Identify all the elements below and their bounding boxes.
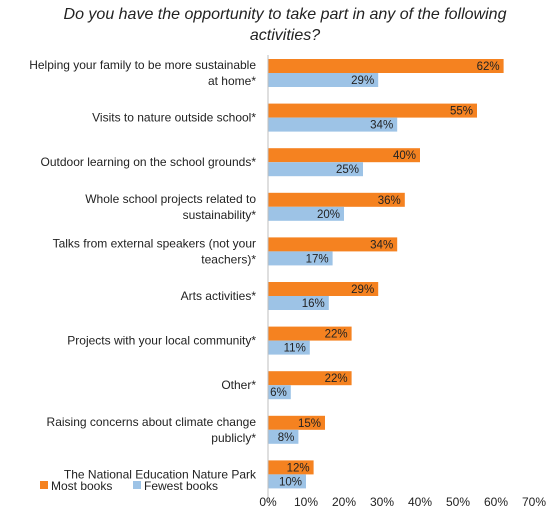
category-label-9-line-1: Raising concerns about climate change: [47, 415, 257, 429]
bar-most-books-5: [268, 237, 398, 252]
category-label-6: Arts activities*: [181, 289, 257, 303]
x-tick-label-20: 20%: [332, 495, 356, 509]
category-label-10: The National Education Nature Park: [64, 467, 257, 481]
x-tick-label-60: 60%: [484, 495, 508, 509]
data-label-most-books-7: 22%: [325, 329, 348, 341]
bar-most-books-10: [268, 460, 314, 475]
x-tick-label-50: 50%: [446, 495, 470, 509]
category-label-3: Outdoor learning on the school grounds*: [41, 155, 257, 169]
category-label-4-line-1: Whole school projects related to: [85, 192, 256, 206]
category-label-7: Projects with your local community*: [67, 334, 256, 348]
data-label-fewest-books-3: 25%: [336, 164, 359, 176]
bar-most-books-8: [268, 371, 352, 386]
bar-most-books-9: [268, 415, 325, 430]
legend-label-most-books: Most books: [51, 479, 112, 493]
category-label-1-line-1: Helping your family to be more sustainab…: [29, 58, 256, 72]
data-label-most-books-10: 12%: [287, 462, 310, 474]
data-label-fewest-books-6: 16%: [302, 298, 325, 310]
data-label-most-books-2: 55%: [450, 106, 473, 118]
data-label-fewest-books-5: 17%: [306, 253, 329, 265]
bar-most-books-4: [268, 192, 405, 207]
data-label-fewest-books-9: 8%: [278, 432, 295, 444]
bar-most-books-3: [268, 148, 420, 163]
bar-fewest-books-9: [268, 429, 299, 444]
legend-label-fewest-books: Fewest books: [144, 479, 218, 493]
legend-swatch-fewest-books: [133, 481, 141, 489]
data-label-most-books-1: 62%: [477, 61, 500, 73]
x-tick-label-70: 70%: [522, 495, 546, 509]
data-label-fewest-books-10: 10%: [279, 476, 302, 488]
bar-most-books-6: [268, 282, 379, 296]
category-label-5-line-2: teachers)*: [201, 252, 256, 266]
data-label-fewest-books-7: 11%: [284, 343, 306, 355]
legend-swatch-most-books: [40, 481, 48, 489]
data-label-fewest-books-8: 6%: [270, 387, 287, 399]
bar-fewest-books-7: [268, 340, 310, 355]
category-label-1-line-2: at home*: [208, 74, 256, 88]
bar-fewest-books-3: [268, 162, 363, 177]
data-label-most-books-4: 36%: [378, 195, 401, 207]
data-label-most-books-8: 22%: [325, 373, 348, 385]
x-tick-label-40: 40%: [408, 495, 432, 509]
x-tick-label-0: 0%: [259, 495, 277, 509]
category-label-9-line-2: publicly*: [211, 431, 256, 445]
data-label-most-books-6: 29%: [351, 284, 374, 296]
bar-fewest-books-5: [268, 251, 333, 266]
bar-fewest-books-4: [268, 206, 344, 221]
category-label-4-line-2: sustainability*: [183, 208, 257, 222]
data-label-most-books-3: 40%: [393, 150, 416, 162]
data-label-fewest-books-4: 20%: [317, 209, 340, 221]
category-label-2: Visits to nature outside school*: [92, 111, 256, 125]
bar-fewest-books-1: [268, 73, 379, 87]
category-label-8: Other*: [221, 378, 256, 392]
bar-fewest-books-8: [268, 385, 291, 400]
bar-fewest-books-2: [268, 117, 398, 132]
data-label-fewest-books-1: 29%: [351, 75, 374, 87]
data-label-most-books-9: 15%: [298, 418, 321, 430]
x-tick-label-10: 10%: [294, 495, 318, 509]
x-tick-label-30: 30%: [370, 495, 394, 509]
data-label-most-books-5: 34%: [370, 239, 393, 251]
chart-title: Do you have the opportunity to take part…: [63, 6, 507, 44]
bar-most-books-7: [268, 326, 352, 341]
data-label-fewest-books-2: 34%: [370, 120, 393, 132]
category-label-5-line-1: Talks from external speakers (not your: [53, 236, 256, 250]
bar-fewest-books-6: [268, 296, 329, 310]
bar-fewest-books-10: [268, 474, 306, 489]
bar-most-books-2: [268, 103, 477, 118]
bar-most-books-1: [268, 59, 504, 73]
